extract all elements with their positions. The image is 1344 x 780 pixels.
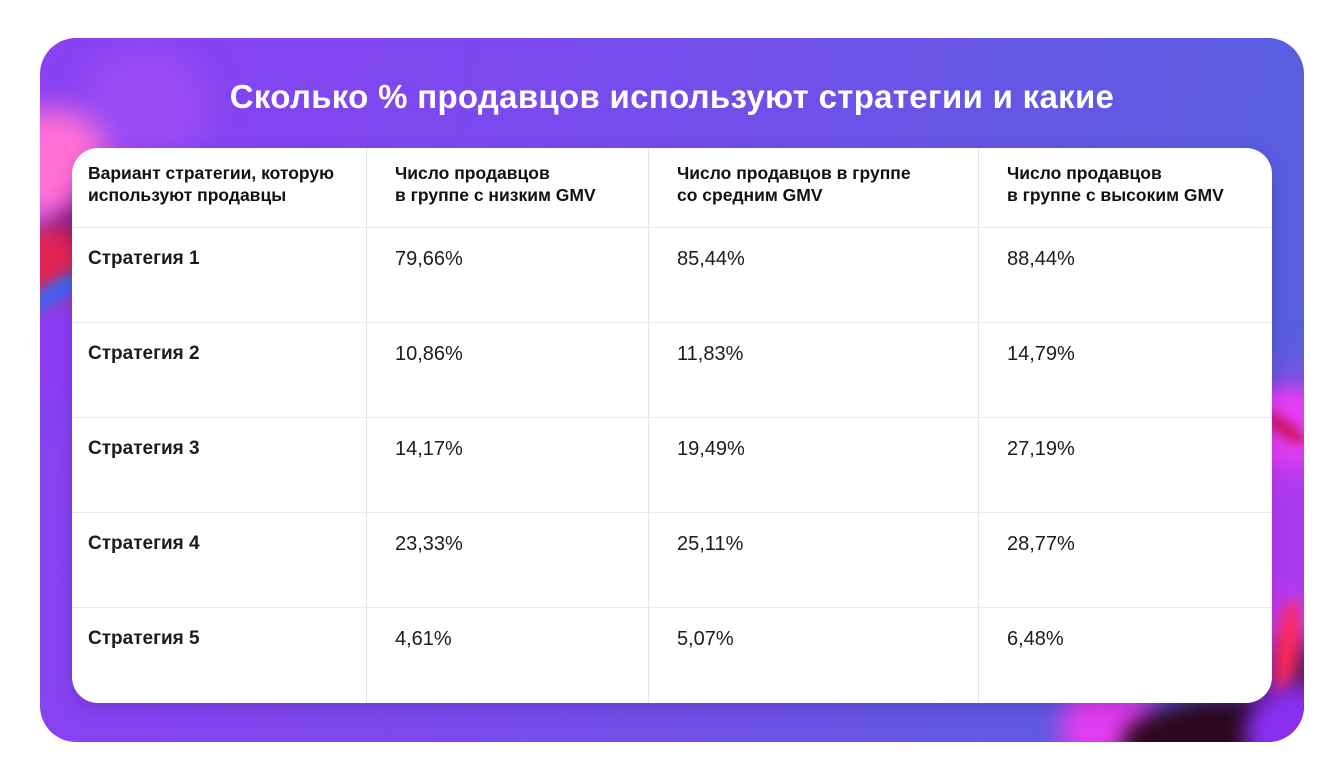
column-header-mid-gmv: Число продавцов в группе со средним GMV (648, 148, 978, 228)
column-header-line: в группе с высоким GMV (1007, 185, 1224, 205)
column-header-line: Число продавцов в группе (677, 163, 911, 183)
column-header-low-gmv: Число продавцов в группе с низким GMV (366, 148, 648, 228)
column-header-line: со средним GMV (677, 185, 823, 205)
table-cell-high-gmv: 88,44% (978, 228, 1272, 323)
table-cell-mid-gmv: 5,07% (648, 608, 978, 703)
table-cell-low-gmv: 79,66% (366, 228, 648, 323)
table-cell-mid-gmv: 25,11% (648, 513, 978, 608)
column-header-line: используют продавцы (88, 185, 287, 205)
column-header-line: Число продавцов (1007, 163, 1162, 183)
table-cell-mid-gmv: 11,83% (648, 323, 978, 418)
table-row-label: Стратегия 2 (72, 323, 366, 418)
table-row-label: Стратегия 4 (72, 513, 366, 608)
table-cell-high-gmv: 27,19% (978, 418, 1272, 513)
slide-background: Сколько % продавцов используют стратегии… (40, 38, 1304, 742)
table-cell-high-gmv: 28,77% (978, 513, 1272, 608)
strategy-table: Вариант стратегии, которую используют пр… (72, 148, 1272, 703)
column-header-high-gmv: Число продавцов в группе с высоким GMV (978, 148, 1272, 228)
table-row-label: Стратегия 1 (72, 228, 366, 323)
table-row-label: Стратегия 5 (88, 628, 200, 649)
column-header-line: Число продавцов (395, 163, 550, 183)
table-cell-low-gmv: 23,33% (366, 513, 648, 608)
table-cell-mid-gmv: 19,49% (648, 418, 978, 513)
table-cell-high-gmv: 14,79% (978, 323, 1272, 418)
table-cell-low-gmv: 14,17% (366, 418, 648, 513)
table-row-label: Стратегия 3 (72, 418, 366, 513)
table-cell-mid-gmv: 85,44% (648, 228, 978, 323)
table-cell-low-gmv: 4,61% (366, 608, 648, 703)
column-header-line: Вариант стратегии, которую (88, 163, 335, 183)
table-cell-low-gmv: 10,86% (366, 323, 648, 418)
column-header-line: в группе с низким GMV (395, 185, 596, 205)
table-cell-high-gmv: 6,48% (978, 608, 1272, 703)
slide-title: Сколько % продавцов используют стратегии… (229, 78, 1115, 115)
column-header-strategy: Вариант стратегии, которую используют пр… (72, 148, 366, 228)
